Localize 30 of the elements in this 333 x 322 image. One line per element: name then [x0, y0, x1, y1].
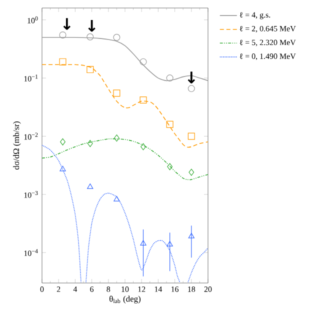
point: [140, 96, 147, 104]
point: [60, 138, 66, 146]
annotation: ↓: [88, 20, 96, 32]
point: [114, 134, 120, 142]
annotation: ↓: [188, 72, 196, 84]
point: [60, 166, 66, 172]
point: [167, 163, 173, 170]
annotation: ↓: [63, 18, 71, 30]
point: [113, 90, 120, 97]
point: [166, 74, 174, 82]
point: [188, 168, 194, 176]
x-axis-title: θ$_{lab}$ (deg): [110, 296, 141, 304]
point: [87, 184, 94, 189]
point: [188, 85, 195, 92]
point: [86, 66, 94, 74]
point: [86, 33, 94, 40]
point: [140, 143, 146, 150]
point: [59, 58, 66, 66]
point: [188, 132, 195, 140]
y-axis-title: dσ/dΩ (mb/sr): [13, 122, 21, 170]
point: [140, 58, 147, 66]
point: [59, 31, 66, 38]
point: [166, 120, 174, 128]
point: [166, 240, 173, 246]
point: [87, 140, 93, 147]
point: [114, 196, 120, 202]
point: [140, 240, 146, 246]
point: [188, 232, 194, 238]
line-series: [42, 138, 208, 180]
point: [113, 34, 120, 41]
